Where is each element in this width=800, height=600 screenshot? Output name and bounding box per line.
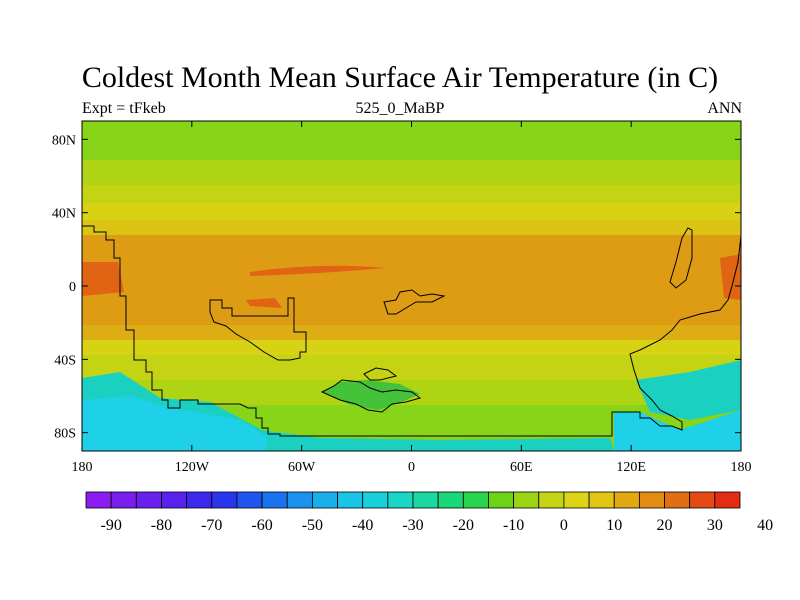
- colorbar-label: 20: [657, 517, 673, 534]
- colorbar-swatch: [613, 491, 640, 509]
- coast-central-island: [383, 289, 446, 315]
- colorbar-label: -20: [453, 517, 474, 534]
- colorbar-swatch: [110, 491, 137, 509]
- coastline-outlines: [82, 225, 741, 437]
- colorbar-swatch: [236, 491, 263, 509]
- colorbar-swatch: [588, 491, 615, 509]
- hot-streak: [250, 265, 385, 276]
- period-label: ANN: [707, 100, 742, 117]
- cold-southwest-core: [82, 396, 266, 451]
- y-tick-label: 40N: [52, 207, 76, 222]
- colorbar-swatch: [538, 491, 565, 509]
- colorbar-label: -30: [402, 517, 423, 534]
- x-tick-label: 180: [72, 460, 93, 475]
- plot-title: Coldest Month Mean Surface Air Temperatu…: [81, 61, 719, 94]
- y-tick-label: 0: [69, 280, 76, 295]
- colorbar-label: -50: [302, 517, 323, 534]
- colorbar-swatch: [689, 491, 716, 509]
- colorbar-label: 10: [606, 517, 622, 534]
- colorbar-swatch: [563, 491, 590, 509]
- y-tick-label: 80N: [52, 133, 76, 148]
- band-north-30: [82, 220, 741, 238]
- band-north-40: [82, 203, 741, 225]
- colorbar-swatch: [412, 491, 439, 509]
- band-north-50: [82, 185, 741, 205]
- colorbar-swatch: [211, 491, 238, 509]
- x-tick-label: 0: [408, 460, 415, 475]
- colorbar-label: -40: [352, 517, 373, 534]
- x-tick-label: 180: [731, 460, 752, 475]
- colorbar-swatch: [135, 491, 162, 509]
- colorbar-swatch: [513, 491, 540, 509]
- colorbar-label: -10: [503, 517, 524, 534]
- band-polar-north: [82, 121, 741, 166]
- colorbar-label: 30: [707, 517, 723, 534]
- colorbar-swatch: [437, 491, 464, 509]
- colorbar-swatch: [362, 491, 389, 509]
- coast-small-island: [363, 367, 398, 381]
- colorbar-swatch: [85, 491, 112, 509]
- x-tick-label: 120W: [175, 460, 210, 475]
- colorbar-swatch: [387, 491, 414, 509]
- longitude-axis: 180 120W 60W 0 60E 120E 180: [72, 121, 752, 475]
- colorbar-swatch: [714, 491, 741, 509]
- hot-west: [82, 262, 124, 296]
- x-tick-label: 60W: [288, 460, 316, 475]
- warm-island: [322, 380, 420, 410]
- colorbar-swatch: [664, 491, 691, 509]
- experiment-label: Expt = tFkeb: [82, 100, 166, 117]
- y-tick-label: 40S: [54, 353, 76, 368]
- colorbar-swatch: [638, 491, 665, 509]
- colorbar-label: 40: [757, 517, 773, 534]
- cold-southeast: [614, 410, 741, 451]
- coast-west-continent: [82, 225, 741, 437]
- y-tick-label: 80S: [54, 427, 76, 442]
- coast-central-africa: [209, 297, 307, 361]
- x-tick-label: 120E: [616, 460, 646, 475]
- colorbar: -90-80-70-60-50-40-30-20-1001020304050: [85, 491, 773, 534]
- time-label: 525_0_MaBP: [355, 100, 445, 117]
- hot-east: [720, 254, 741, 300]
- colorbar-swatch: [311, 491, 338, 509]
- temperature-field: [82, 121, 741, 451]
- band-equator: [82, 235, 741, 335]
- latitude-axis: 80N 40N 0 40S 80S: [52, 133, 741, 442]
- coast-east-peninsula: [669, 227, 693, 289]
- colorbar-label: -80: [151, 517, 172, 534]
- x-tick-label: 60E: [510, 460, 533, 475]
- colorbar-swatch: [286, 491, 313, 509]
- colorbar-swatch: [186, 491, 213, 509]
- colorbar-swatch: [462, 491, 489, 509]
- colorbar-label: -60: [251, 517, 272, 534]
- colorbar-label: -90: [100, 517, 121, 534]
- cold-southeast-ring: [636, 360, 741, 420]
- colorbar-label: -70: [201, 517, 222, 534]
- colorbar-swatch: [337, 491, 364, 509]
- coast-southern-island: [320, 379, 422, 413]
- colorbar-swatch: [488, 491, 515, 509]
- colorbar-swatch: [261, 491, 288, 509]
- colorbar-swatch: [161, 491, 188, 509]
- colorbar-label: 0: [560, 517, 568, 534]
- hot-south-spot: [246, 298, 282, 308]
